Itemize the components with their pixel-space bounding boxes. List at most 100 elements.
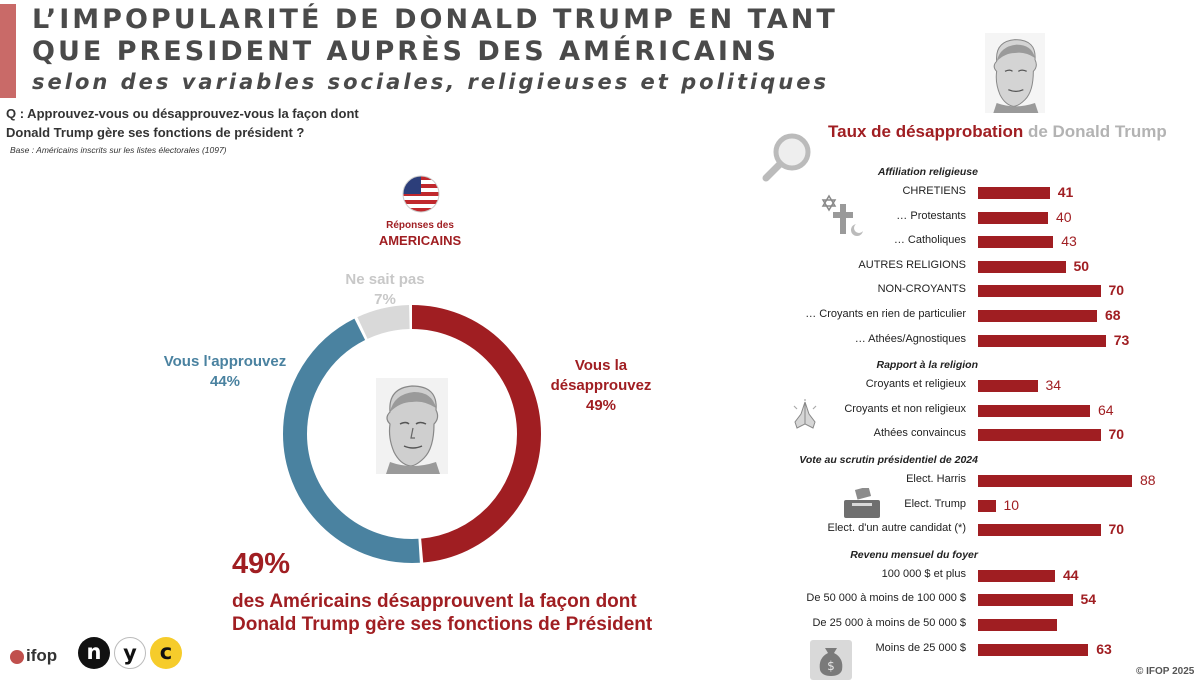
bar-value: 54 bbox=[1080, 591, 1097, 608]
bar bbox=[978, 643, 1089, 656]
svg-text:$: $ bbox=[827, 659, 835, 673]
trump-portrait-icon bbox=[376, 378, 448, 474]
bar-value: 63 bbox=[1096, 640, 1112, 657]
partner-logo-n: n bbox=[78, 637, 110, 669]
bar-value: 68 bbox=[1105, 307, 1121, 323]
conclusion-line-2: Donald Trump gère ses fonctions de Prési… bbox=[232, 614, 653, 635]
bar bbox=[978, 499, 996, 512]
bar bbox=[978, 187, 1050, 199]
question-line-2: Donald Trump gère ses fonctions de prési… bbox=[6, 125, 305, 140]
bar-value: 70 bbox=[1108, 426, 1125, 443]
title-accent-bar bbox=[0, 4, 16, 98]
ballot-box-icon bbox=[844, 488, 880, 518]
bar-value: 70 bbox=[1108, 282, 1125, 299]
bar-label: … Protestants bbox=[896, 209, 966, 222]
ifop-logo: ifop bbox=[10, 646, 57, 666]
bar-label: … Catholiques bbox=[893, 234, 966, 247]
conclusion-text: des Américains désapprouvent la façon do… bbox=[232, 590, 652, 636]
bar-label: De 25 000 à moins de 50 000 $ bbox=[812, 617, 966, 629]
donut-label-approve: Vous l'approuvez 44% bbox=[150, 352, 300, 392]
page-title: L’IMPOPULARITÉ DE DONALD TRUMP EN TANT Q… bbox=[32, 4, 838, 68]
bar bbox=[978, 260, 1066, 273]
approve-label: Vous l'approuvez bbox=[163, 353, 287, 370]
donut-label-dont-know: Ne sait pas 7% bbox=[330, 270, 440, 310]
bar bbox=[978, 475, 1132, 487]
bar-value: 41 bbox=[1057, 184, 1074, 200]
bar bbox=[978, 334, 1106, 347]
section-title-2: Vote au scrutin présidentiel de 2024 bbox=[799, 454, 978, 466]
bar-value: 73 bbox=[1113, 331, 1130, 348]
bar-label: AUTRES RELIGIONS bbox=[858, 258, 966, 271]
dont-know-label: Ne sait pas bbox=[345, 271, 425, 288]
religion-symbols-icon bbox=[821, 194, 864, 236]
bar-label: Athées convaincus bbox=[873, 427, 966, 440]
partner-logo-c: c bbox=[150, 637, 182, 669]
money-bag-icon: $ bbox=[810, 640, 852, 680]
bar-value: 10 bbox=[1003, 496, 1020, 513]
right-panel-title: Taux de désapprobation de Donald Trump bbox=[828, 122, 1167, 142]
bar bbox=[978, 310, 1097, 322]
praying-hands-icon bbox=[793, 399, 817, 429]
right-title-part-b: de Donald Trump bbox=[1027, 122, 1167, 141]
conclusion-percentage: 49% bbox=[232, 548, 291, 580]
bar-label: Elect. Harris bbox=[906, 473, 966, 485]
donut-slice-0 bbox=[283, 305, 541, 563]
bar-value: 40 bbox=[1056, 208, 1072, 225]
section-title-3: Revenu mensuel du foyer bbox=[850, 548, 978, 561]
approval-donut-chart bbox=[283, 305, 541, 563]
bar bbox=[978, 236, 1054, 249]
page-subtitle: selon des variables sociales, religieuse… bbox=[32, 70, 829, 94]
bar-label: CHRETIENS bbox=[902, 185, 966, 197]
partner-logo-y: y bbox=[114, 637, 146, 669]
bar bbox=[978, 619, 1057, 631]
bar bbox=[978, 380, 1038, 393]
bar-value: 43 bbox=[1061, 233, 1077, 250]
disapprove-label-2: désapprouvez bbox=[550, 377, 652, 394]
bar-value: 88 bbox=[1140, 472, 1156, 488]
bar-value: 64 bbox=[1098, 401, 1114, 418]
bar bbox=[978, 524, 1101, 537]
ifop-logo-dot bbox=[10, 649, 24, 664]
section-title-0: Affiliation religieuse bbox=[877, 166, 978, 178]
section-title-1: Rapport à la religion bbox=[876, 359, 978, 372]
bar-label: Elect. Trump bbox=[904, 497, 966, 510]
bar-label: … Croyants en rien de particulier bbox=[805, 308, 966, 320]
bar-label: Croyants et non religieux bbox=[844, 402, 966, 415]
donut-label-disapprove: Vous la désapprouvez 49% bbox=[536, 356, 666, 416]
us-flag-icon bbox=[402, 175, 440, 213]
bar-label: … Athées/Agnostiques bbox=[854, 332, 966, 345]
bar-label: Moins de 25 000 $ bbox=[875, 641, 966, 654]
bar-label: De 50 000 à moins de 100 000 $ bbox=[806, 592, 966, 605]
bar bbox=[978, 211, 1048, 224]
bar bbox=[978, 569, 1055, 582]
bar-label: Elect. d'un autre candidat (*) bbox=[827, 522, 966, 535]
bar-label: Croyants et religieux bbox=[865, 378, 966, 391]
respondents-label-small: Réponses des bbox=[386, 220, 454, 231]
bar-value: 34 bbox=[1045, 377, 1062, 394]
bar bbox=[978, 404, 1090, 417]
disapprove-pct: 49% bbox=[585, 397, 617, 414]
bar-value: 44 bbox=[1063, 566, 1079, 583]
sample-base: Base : Américains inscrits sur les liste… bbox=[10, 145, 227, 155]
bar-label: 100 000 $ et plus bbox=[881, 567, 966, 580]
right-title-part-a: Taux de désapprobation bbox=[828, 122, 1024, 141]
ifop-logo-text: ifop bbox=[26, 646, 58, 665]
bar bbox=[978, 429, 1101, 442]
bar bbox=[978, 285, 1101, 298]
disapprove-label-1: Vous la bbox=[574, 357, 628, 374]
bar-value: 50 bbox=[1073, 257, 1090, 274]
question-line-1: Q : Approuvez-vous ou désapprouvez-vous … bbox=[6, 106, 359, 121]
conclusion-line-1: des Américains désapprouvent la façon do… bbox=[232, 591, 637, 612]
magnifier-icon bbox=[762, 133, 811, 182]
bar-label: NON-CROYANTS bbox=[877, 283, 966, 296]
respondents-label: Réponses des AMERICAINS bbox=[360, 220, 480, 248]
donut-slice-1 bbox=[283, 305, 541, 563]
respondents-label-big: AMERICAINS bbox=[378, 233, 462, 248]
bar bbox=[978, 594, 1073, 607]
title-line-1: L’IMPOPULARITÉ DE DONALD TRUMP EN TANT bbox=[32, 4, 838, 35]
title-line-2: QUE PRESIDENT AUPRÈS DES AMÉRICAINS bbox=[32, 36, 779, 67]
approve-pct: 44% bbox=[209, 373, 241, 390]
copyright: © IFOP 2025 bbox=[1136, 666, 1195, 677]
dont-know-pct: 7% bbox=[374, 291, 396, 308]
survey-question: Q : Approuvez-vous ou désapprouvez-vous … bbox=[6, 104, 359, 142]
